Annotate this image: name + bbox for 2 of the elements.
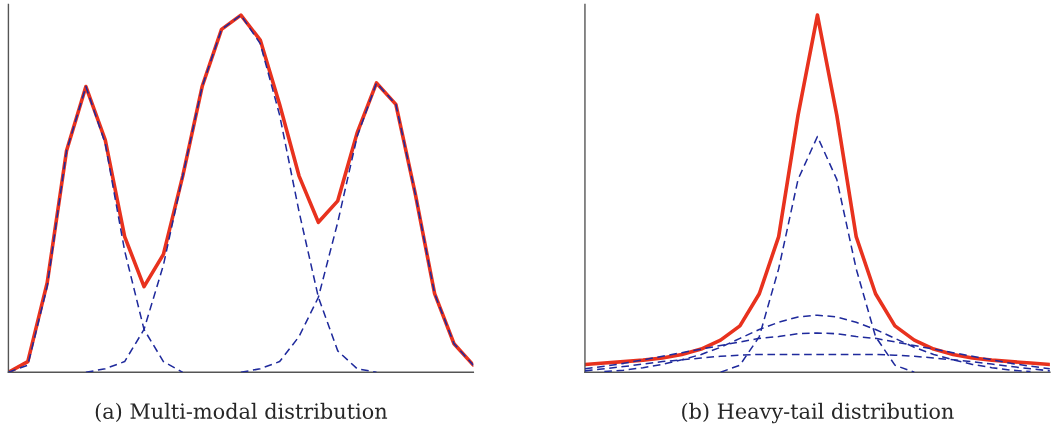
x-axis-title: (a) Multi-modal distribution: [95, 402, 388, 422]
x-axis-title: (b) Heavy-tail distribution: [682, 402, 954, 424]
